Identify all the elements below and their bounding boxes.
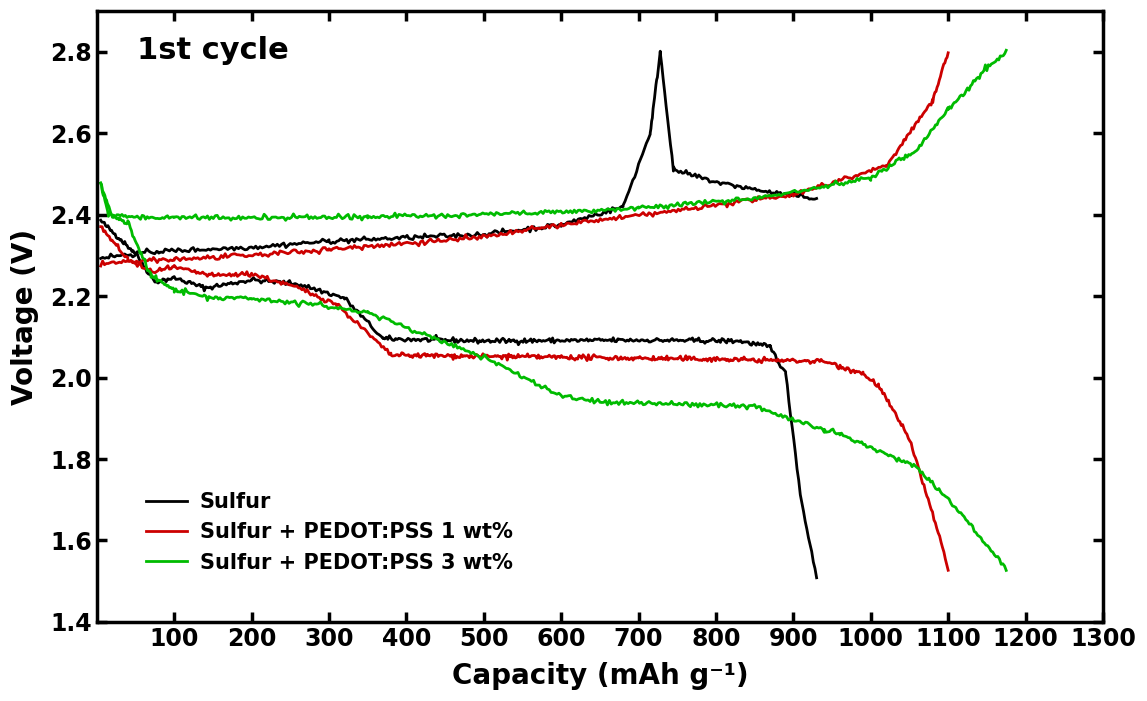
Sulfur + PEDOT:PSS 1 wt%	[727, 354, 741, 362]
Sulfur + PEDOT:PSS 3 wt%	[787, 417, 801, 426]
Sulfur + PEDOT:PSS 1 wt%	[942, 566, 955, 574]
Sulfur + PEDOT:PSS 3 wt%	[999, 566, 1013, 575]
Y-axis label: Voltage (V): Voltage (V)	[11, 229, 39, 404]
Line: Sulfur + PEDOT:PSS 3 wt%: Sulfur + PEDOT:PSS 3 wt%	[101, 183, 1006, 571]
Text: 1st cycle: 1st cycle	[138, 36, 289, 64]
Sulfur	[554, 337, 568, 346]
Sulfur + PEDOT:PSS 3 wt%	[229, 294, 243, 302]
Legend: Sulfur, Sulfur + PEDOT:PSS 1 wt%, Sulfur + PEDOT:PSS 3 wt%: Sulfur, Sulfur + PEDOT:PSS 1 wt%, Sulfur…	[138, 484, 521, 581]
Sulfur	[109, 233, 123, 242]
Sulfur + PEDOT:PSS 1 wt%	[694, 355, 708, 364]
Sulfur + PEDOT:PSS 3 wt%	[459, 346, 473, 355]
X-axis label: Capacity (mAh g⁻¹): Capacity (mAh g⁻¹)	[452, 662, 748, 690]
Sulfur + PEDOT:PSS 1 wt%	[817, 358, 830, 366]
Sulfur	[788, 449, 802, 458]
Sulfur	[682, 334, 696, 343]
Sulfur + PEDOT:PSS 3 wt%	[205, 294, 219, 302]
Sulfur + PEDOT:PSS 3 wt%	[94, 179, 108, 187]
Sulfur + PEDOT:PSS 1 wt%	[889, 409, 903, 417]
Sulfur	[786, 423, 799, 431]
Sulfur + PEDOT:PSS 1 wt%	[131, 262, 145, 271]
Sulfur + PEDOT:PSS 3 wt%	[663, 400, 677, 408]
Sulfur + PEDOT:PSS 1 wt%	[169, 263, 182, 271]
Line: Sulfur + PEDOT:PSS 1 wt%: Sulfur + PEDOT:PSS 1 wt%	[101, 226, 949, 570]
Sulfur + PEDOT:PSS 1 wt%	[94, 222, 108, 231]
Sulfur + PEDOT:PSS 3 wt%	[954, 508, 968, 517]
Line: Sulfur: Sulfur	[101, 220, 817, 578]
Sulfur	[409, 336, 423, 345]
Sulfur	[810, 573, 824, 582]
Sulfur	[94, 216, 108, 224]
